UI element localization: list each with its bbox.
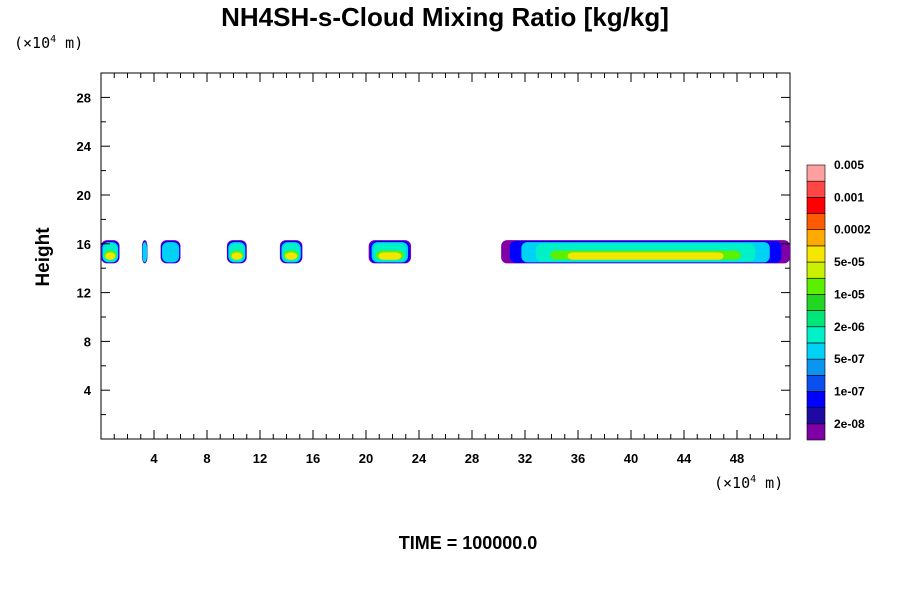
colorbar-label: 5e-07 [834,352,865,366]
x-axis-tick-labels: 4 8 12 16 20 24 28 32 36 40 44 48 [150,451,744,466]
x-axis-ticks [113,73,778,439]
colorbar-label: 1e-07 [834,384,865,398]
colorbar-swatch [806,407,826,425]
x-tick-label: 44 [677,451,692,466]
colorbar-swatch [806,342,826,360]
x-tick-label: 24 [412,451,427,466]
cloud-segment-band [285,252,298,260]
x-tick-label: 48 [730,451,744,466]
cloud-segment-band [231,252,243,260]
chart-title: NH4SH-s-Cloud Mixing Ratio [kg/kg] [221,2,669,32]
colorbar-swatch [806,358,826,376]
colorbar-label: 0.0002 [834,223,871,237]
x-tick-label: 8 [203,451,210,466]
y-tick-label: 16 [77,237,91,252]
plot-area [100,72,791,440]
colorbar-swatch [806,326,826,344]
colorbar: 2e-08 1e-07 5e-07 2e-06 1e-05 5e-05 0.0002 0.00… [806,158,871,441]
x-axis-unit: (×104 m) [714,474,783,492]
colorbar-swatch [806,164,826,182]
cloud-segment-band [162,242,180,263]
x-tick-label: 32 [518,451,532,466]
y-tick-label: 8 [84,334,91,349]
colorbar-label: 2e-08 [834,417,865,431]
colorbar-label: 5e-05 [834,255,865,269]
cloud-segment-band [142,242,148,263]
x-tick-label: 40 [624,451,638,466]
colorbar-swatch [806,310,826,328]
colorbar-swatch [806,294,826,311]
y-tick-label: 12 [77,286,91,301]
time-label: TIME = 100000.0 [399,533,538,553]
cloud-segment-band [567,252,724,260]
colorbar-label: 0.005 [834,158,864,172]
x-tick-label: 12 [253,451,267,466]
x-tick-label: 20 [359,451,373,466]
cloud-segment-band [105,252,116,260]
colorbar-swatch [806,213,826,231]
y-tick-label: 4 [84,383,92,398]
colorbar-swatch [806,229,826,247]
colorbar-swatch [806,261,826,279]
y-axis-ticks [101,96,790,416]
colorbar-label: 0.001 [834,190,864,204]
colorbar-swatch [806,245,826,263]
colorbar-swatch [806,197,826,214]
x-tick-label: 4 [150,451,158,466]
cloud-segment-band [378,252,402,260]
x-tick-label: 36 [571,451,585,466]
colorbar-swatch [806,180,826,198]
colorbar-swatch [806,277,826,295]
y-tick-label: 20 [77,188,91,203]
colorbar-swatch [806,423,826,441]
colorbar-swatch [806,374,826,392]
y-tick-label: 24 [77,139,92,154]
y-axis-unit: (×104 m) [14,34,83,52]
colorbar-swatch [806,391,826,408]
y-axis-label: Height [33,227,54,287]
y-tick-label: 28 [77,90,91,105]
x-tick-label: 28 [465,451,479,466]
colorbar-label: 2e-06 [834,320,865,334]
cloud-layer [101,240,790,264]
x-tick-label: 16 [306,451,320,466]
colorbar-label: 1e-05 [834,287,865,301]
y-axis-tick-labels: 4 8 12 16 20 24 28 [77,90,92,398]
